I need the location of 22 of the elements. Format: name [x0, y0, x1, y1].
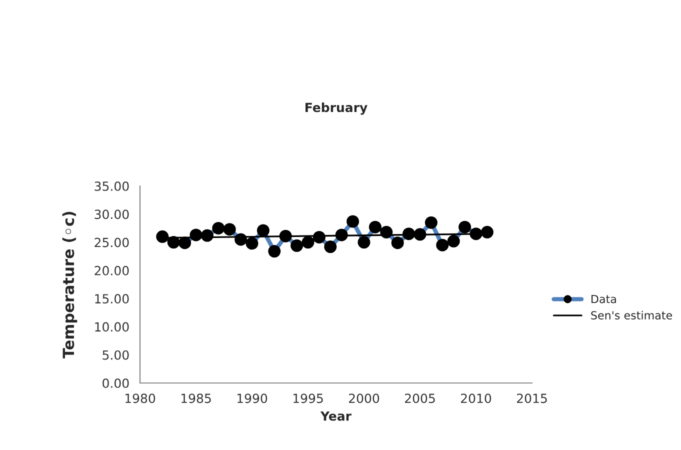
- x-tick-label: 1995: [293, 394, 323, 404]
- y-tick-label: 30.00: [94, 210, 129, 220]
- y-tick-label: 35.00: [94, 181, 129, 191]
- y-tick-label: 10.00: [95, 322, 129, 332]
- y-tick-label: 25.00: [94, 238, 129, 248]
- y-tick-label: 5.00: [102, 350, 129, 360]
- x-tick-label: 2010: [461, 394, 492, 404]
- x-axis-title: Year: [320, 411, 352, 421]
- chart-title: February: [306, 102, 368, 115]
- x-tick-label: 1985: [181, 394, 211, 404]
- x-tick-label: 2000: [349, 394, 380, 404]
- x-tick-label: 1980: [125, 394, 156, 404]
- x-tick-label: 2015: [517, 394, 547, 404]
- x-tick-label: 1990: [237, 394, 268, 404]
- y-tick-label: 15.00: [95, 294, 129, 304]
- y-axis-title: Temperature (◦c): [62, 212, 78, 358]
- point: [156, 230, 169, 243]
- y-tick-label: 20.00: [94, 266, 129, 276]
- x-tick-label: 2005: [405, 394, 435, 404]
- legend-label: Sen's estimate: [591, 310, 672, 320]
- legend-label: Data: [592, 294, 616, 304]
- y-tick-label: 0.00: [102, 378, 129, 388]
